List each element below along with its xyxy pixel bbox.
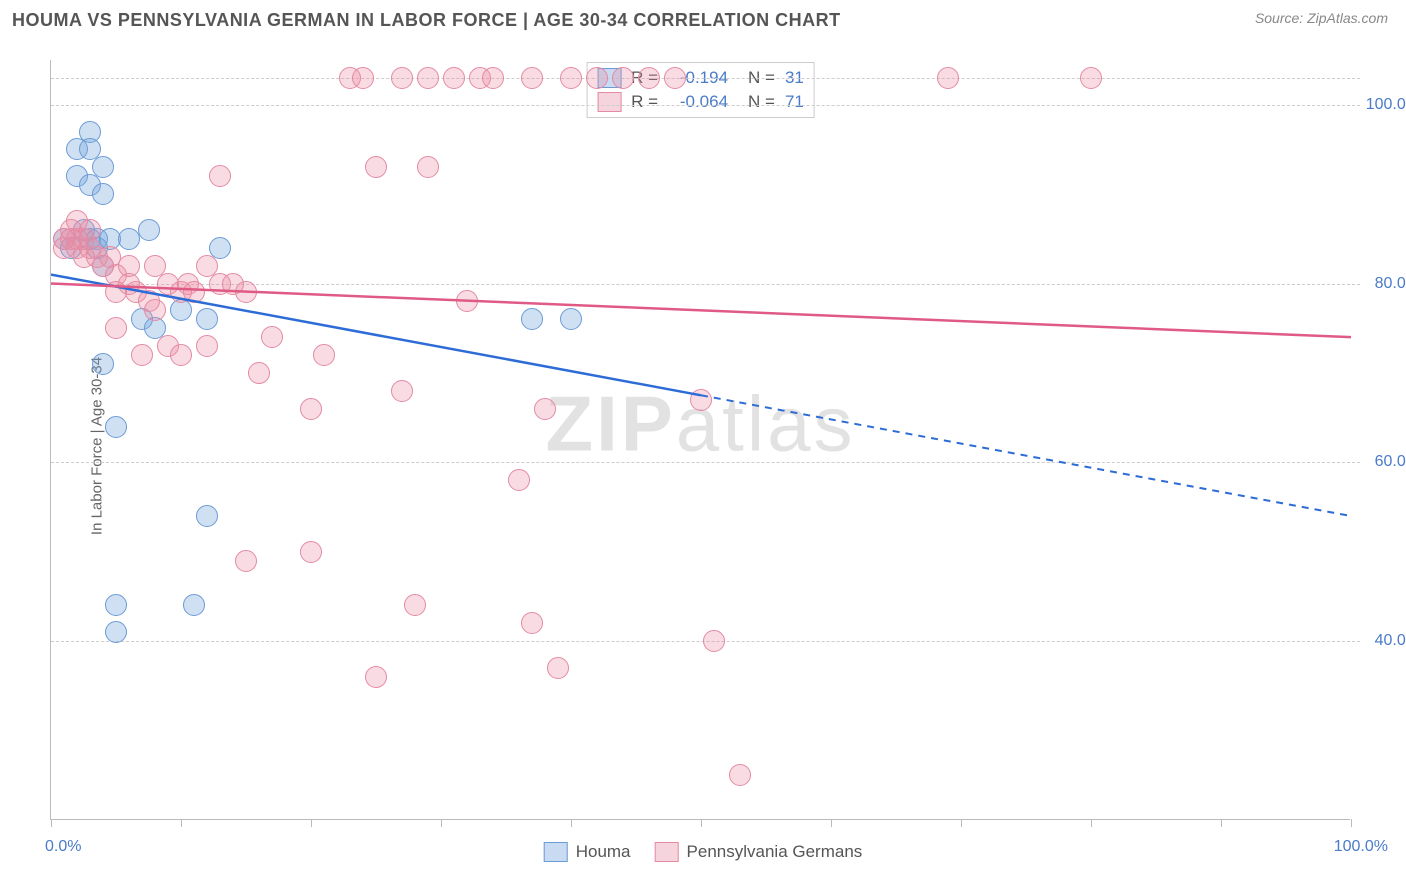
x-tick [571, 819, 572, 827]
scatter-marker [560, 308, 582, 330]
legend-correlation-row: R = -0.064 N = 71 [597, 90, 804, 114]
x-tick [1221, 819, 1222, 827]
y-tick-label: 80.0% [1360, 275, 1406, 293]
plot-area: ZIPatlas R =-0.194N =31R =-0.064N =71 40… [50, 60, 1350, 820]
source-attribution: Source: ZipAtlas.com [1255, 10, 1388, 26]
legend-n-value: 71 [785, 92, 804, 112]
legend-series: Houma Pennsylvania Germans [544, 842, 863, 862]
scatter-marker [105, 416, 127, 438]
gridline-h [51, 462, 1360, 463]
scatter-marker [352, 67, 374, 89]
scatter-marker [547, 657, 569, 679]
x-axis-max-label: 100.0% [1334, 838, 1388, 856]
scatter-marker [261, 326, 283, 348]
scatter-marker [729, 764, 751, 786]
trend-line [51, 60, 1351, 820]
scatter-marker [443, 67, 465, 89]
x-axis-min-label: 0.0% [45, 838, 81, 856]
scatter-marker [209, 165, 231, 187]
scatter-marker [196, 308, 218, 330]
scatter-marker [248, 362, 270, 384]
scatter-marker [937, 67, 959, 89]
scatter-marker [1080, 67, 1102, 89]
legend-series-label: Pennsylvania Germans [687, 842, 863, 862]
scatter-marker [131, 344, 153, 366]
legend-series-item: Houma [544, 842, 631, 862]
x-tick [1351, 819, 1352, 827]
legend-r-value: -0.064 [668, 92, 728, 112]
scatter-marker [144, 299, 166, 321]
scatter-marker [664, 67, 686, 89]
scatter-marker [391, 380, 413, 402]
gridline-h-top [51, 78, 1360, 79]
scatter-marker [183, 281, 205, 303]
x-tick [961, 819, 962, 827]
scatter-marker [92, 353, 114, 375]
scatter-marker [313, 344, 335, 366]
scatter-marker [105, 317, 127, 339]
scatter-marker [521, 612, 543, 634]
x-tick [831, 819, 832, 827]
scatter-marker [300, 398, 322, 420]
trend-line [51, 60, 1351, 820]
scatter-marker [482, 67, 504, 89]
legend-swatch [544, 842, 568, 862]
scatter-marker [196, 505, 218, 527]
legend-swatch [597, 92, 621, 112]
chart-container: HOUMA VS PENNSYLVANIA GERMAN IN LABOR FO… [0, 0, 1406, 892]
scatter-marker [170, 344, 192, 366]
x-tick [311, 819, 312, 827]
x-tick [441, 819, 442, 827]
legend-swatch [655, 842, 679, 862]
scatter-marker [391, 67, 413, 89]
chart-title: HOUMA VS PENNSYLVANIA GERMAN IN LABOR FO… [12, 10, 841, 31]
scatter-marker [196, 335, 218, 357]
scatter-marker [612, 67, 634, 89]
scatter-marker [521, 308, 543, 330]
legend-series-label: Houma [576, 842, 631, 862]
scatter-marker [456, 290, 478, 312]
scatter-marker [365, 666, 387, 688]
scatter-marker [534, 398, 556, 420]
scatter-marker [183, 594, 205, 616]
watermark-bold: ZIP [545, 380, 675, 468]
scatter-marker [92, 183, 114, 205]
scatter-marker [300, 541, 322, 563]
scatter-marker [105, 594, 127, 616]
x-tick [181, 819, 182, 827]
scatter-marker [703, 630, 725, 652]
y-tick-label: 40.0% [1360, 632, 1406, 650]
scatter-marker [138, 219, 160, 241]
x-tick [701, 819, 702, 827]
scatter-marker [508, 469, 530, 491]
legend-n-label: N = [748, 92, 775, 112]
scatter-marker [235, 550, 257, 572]
scatter-marker [105, 621, 127, 643]
scatter-marker [417, 67, 439, 89]
scatter-marker [365, 156, 387, 178]
scatter-marker [690, 389, 712, 411]
y-tick-label: 60.0% [1360, 453, 1406, 471]
legend-series-item: Pennsylvania Germans [655, 842, 863, 862]
scatter-marker [586, 67, 608, 89]
scatter-marker [404, 594, 426, 616]
scatter-marker [521, 67, 543, 89]
y-tick-label: 100.0% [1360, 96, 1406, 114]
title-bar: HOUMA VS PENNSYLVANIA GERMAN IN LABOR FO… [0, 0, 1406, 40]
legend-r-label: R = [631, 92, 658, 112]
scatter-marker [417, 156, 439, 178]
scatter-marker [638, 67, 660, 89]
x-tick [1091, 819, 1092, 827]
scatter-marker [560, 67, 582, 89]
scatter-marker [235, 281, 257, 303]
x-tick [51, 819, 52, 827]
gridline-h [51, 105, 1360, 106]
scatter-marker [92, 156, 114, 178]
